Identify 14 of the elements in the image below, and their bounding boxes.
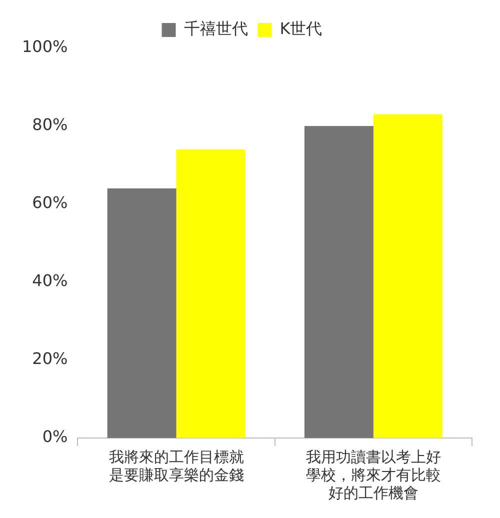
y-tick-label: 60% — [32, 193, 68, 212]
y-tick-label: 40% — [32, 271, 68, 290]
y-tick-label: 20% — [32, 349, 68, 368]
y-tick-label: 100% — [22, 37, 68, 56]
legend-label: K世代 — [280, 19, 322, 38]
bar — [304, 126, 374, 438]
bar — [107, 188, 176, 438]
y-tick-label: 0% — [42, 427, 68, 446]
x-tick-label: 我將來的工作目標就是要賺取享樂的金錢 — [108, 448, 244, 484]
bar — [176, 149, 246, 438]
y-tick-label: 80% — [32, 115, 68, 134]
legend-label: 千禧世代 — [184, 19, 248, 38]
bar — [373, 114, 442, 438]
x-tick-label: 我用功讀書以考上好學校，將來才有比較好的工作機會 — [306, 448, 441, 502]
